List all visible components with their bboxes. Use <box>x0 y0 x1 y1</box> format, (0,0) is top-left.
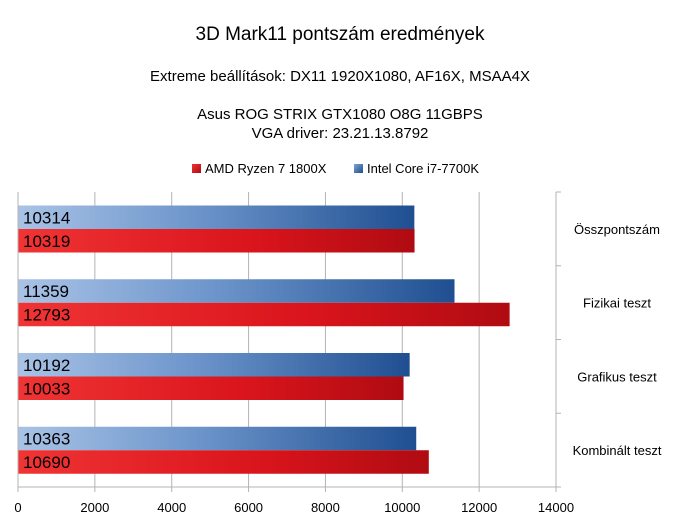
data-label-intel-2: 10192 <box>23 356 70 375</box>
data-label-intel-0: 10314 <box>23 208 70 227</box>
legend-swatch-intel <box>354 164 363 173</box>
category-labels: Összpontszám Fizikai teszt Grafikus teszt K… <box>573 222 662 458</box>
bar-intel-1 <box>18 279 455 303</box>
legend: AMD Ryzen 7 1800X Intel Core i7-7700K <box>192 161 479 176</box>
bars: 10314 10319 11359 12793 10192 10033 10363 10690 <box>18 205 510 474</box>
chart-subtitle-line-4: VGA driver: 23.21.13.8792 <box>252 125 429 142</box>
data-label-amd-0: 10319 <box>23 232 70 251</box>
legend-label-amd: AMD Ryzen 7 1800X <box>205 161 327 176</box>
x-tick-label-10000: 10000 <box>384 500 420 515</box>
bar-amd-3 <box>18 450 429 474</box>
category-label-3: Kombinált teszt <box>573 443 662 458</box>
x-tick-labels: 0 2000 4000 6000 8000 10000 12000 14000 <box>14 500 574 515</box>
x-tick-label-8000: 8000 <box>311 500 340 515</box>
chart-title: 3D Mark11 pontszám eredmények <box>196 24 485 45</box>
x-tick-label-14000: 14000 <box>538 500 574 515</box>
x-tick-label-6000: 6000 <box>234 500 263 515</box>
category-label-1: Fizikai teszt <box>583 296 651 311</box>
legend-label-intel: Intel Core i7-7700K <box>367 161 479 176</box>
x-tick-label-4000: 4000 <box>157 500 186 515</box>
axes <box>17 191 561 492</box>
legend-swatch-amd <box>192 164 201 173</box>
data-label-amd-1: 12793 <box>23 306 70 325</box>
chart-subtitle-line-1: Extreme beállítások: DX11 1920X1080, AF1… <box>150 68 530 85</box>
bar-intel-3 <box>18 426 417 451</box>
x-tick-label-2000: 2000 <box>80 500 109 515</box>
category-label-2: Grafikus teszt <box>577 369 657 384</box>
data-label-intel-1: 11359 <box>23 282 69 301</box>
x-tick-label-0: 0 <box>14 500 21 515</box>
bar-intel-0 <box>18 205 415 229</box>
category-label-0: Összpontszám <box>574 222 660 237</box>
data-label-intel-3: 10363 <box>23 430 70 449</box>
bar-amd-0 <box>18 229 415 253</box>
chart-subtitle-line-3: Asus ROG STRIX GTX1080 O8G 11GBPS <box>197 106 483 123</box>
bar-amd-2 <box>18 376 404 400</box>
data-label-amd-3: 10690 <box>23 453 70 472</box>
data-label-amd-2: 10033 <box>23 379 70 398</box>
bar-intel-2 <box>18 353 410 377</box>
bar-amd-1 <box>18 302 510 327</box>
x-tick-label-12000: 12000 <box>461 500 497 515</box>
